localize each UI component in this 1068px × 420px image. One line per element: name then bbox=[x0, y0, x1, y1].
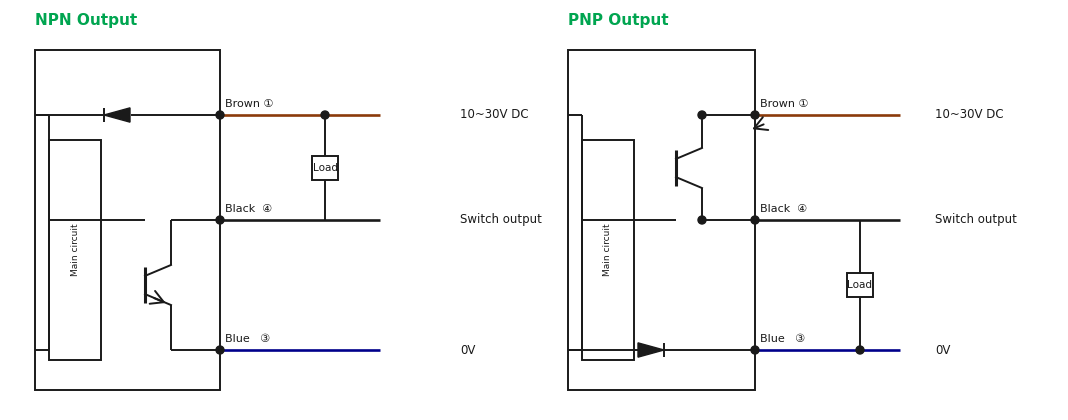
Text: 0V: 0V bbox=[460, 344, 475, 357]
Text: Brown ①: Brown ① bbox=[225, 99, 273, 109]
Circle shape bbox=[321, 111, 329, 119]
Circle shape bbox=[216, 216, 224, 224]
Text: Switch output: Switch output bbox=[934, 213, 1017, 226]
Text: Main circuit: Main circuit bbox=[70, 224, 79, 276]
Bar bbox=[35, 50, 220, 390]
Text: Black  ④: Black ④ bbox=[225, 204, 272, 214]
Circle shape bbox=[751, 346, 759, 354]
Text: Switch output: Switch output bbox=[460, 213, 541, 226]
Text: 10~30V DC: 10~30V DC bbox=[460, 108, 529, 121]
Polygon shape bbox=[638, 343, 664, 357]
Circle shape bbox=[698, 111, 706, 119]
Text: Load: Load bbox=[848, 280, 873, 290]
Text: Black  ④: Black ④ bbox=[760, 204, 807, 214]
Circle shape bbox=[751, 216, 759, 224]
Bar bbox=[582, 140, 634, 360]
Text: 0V: 0V bbox=[934, 344, 951, 357]
Bar bbox=[847, 273, 873, 297]
Circle shape bbox=[216, 346, 224, 354]
Text: Load: Load bbox=[313, 163, 337, 173]
Bar bbox=[49, 140, 101, 360]
Circle shape bbox=[855, 346, 864, 354]
Text: Blue   ③: Blue ③ bbox=[760, 334, 805, 344]
Text: 10~30V DC: 10~30V DC bbox=[934, 108, 1004, 121]
Text: Main circuit: Main circuit bbox=[603, 224, 613, 276]
Bar bbox=[568, 50, 755, 390]
Text: PNP Output: PNP Output bbox=[568, 13, 669, 27]
Bar bbox=[312, 156, 337, 180]
Text: Blue   ③: Blue ③ bbox=[225, 334, 270, 344]
Circle shape bbox=[216, 111, 224, 119]
Text: NPN Output: NPN Output bbox=[35, 13, 138, 27]
Text: Brown ①: Brown ① bbox=[760, 99, 808, 109]
Circle shape bbox=[751, 111, 759, 119]
Circle shape bbox=[698, 216, 706, 224]
Polygon shape bbox=[104, 108, 130, 122]
